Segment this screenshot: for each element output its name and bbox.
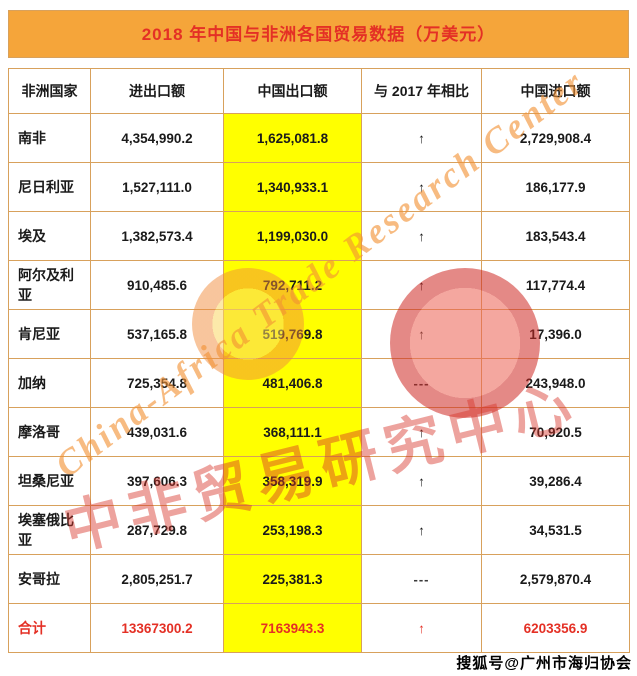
value-cell: 439,031.6 xyxy=(90,407,224,457)
value-cell: 186,177.9 xyxy=(481,162,630,212)
column-header-0: 非洲国家 xyxy=(8,68,91,114)
country-cell: 合计 xyxy=(8,603,91,653)
trade-data-table: 非洲国家 进出口额 中国出口额与 2017 年相比 中国进口额 南非 4,354,990… xyxy=(8,68,630,653)
table-row: 尼日利亚 1,527,111.0 1,340,933.1 ↑ 186,177.9 xyxy=(8,162,630,212)
value-cell: 2,805,251.7 xyxy=(90,554,224,604)
footer-credit: 搜狐号@广州市海归协会 xyxy=(456,655,632,672)
trend-cell: ↑ xyxy=(361,211,482,261)
column-header-1: 进出口额 xyxy=(90,68,224,114)
table-row: 坦桑尼亚 397,606.3 358,319.9 ↑ 39,286.4 xyxy=(8,456,630,506)
trend-cell: ↑ xyxy=(361,162,482,212)
table-row: 摩洛哥 439,031.6 368,111.1 ↑ 70,920.5 xyxy=(8,407,630,457)
column-header-4: 中国进口额 xyxy=(481,68,630,114)
table-title: 2018 年中国与非洲各国贸易数据（万美元） xyxy=(8,10,629,58)
trend-cell: --- xyxy=(361,358,482,408)
country-cell: 安哥拉 xyxy=(8,554,91,604)
value-cell: 34,531.5 xyxy=(481,505,630,555)
table-row: 南非 4,354,990.2 1,625,081.8 ↑ 2,729,908.4 xyxy=(8,113,630,163)
value-cell: 397,606.3 xyxy=(90,456,224,506)
table-row: 埃塞俄比亚 287,729.8 253,198.3 ↑ 34,531.5 xyxy=(8,505,630,555)
value-cell: 6203356.9 xyxy=(481,603,630,653)
trend-cell: ↑ xyxy=(361,113,482,163)
trend-cell: --- xyxy=(361,554,482,604)
value-cell: 4,354,990.2 xyxy=(90,113,224,163)
table-row: 安哥拉 2,805,251.7 225,381.3 --- 2,579,870.4 xyxy=(8,554,630,604)
value-cell: 117,774.4 xyxy=(481,260,630,310)
value-cell: 1,340,933.1 xyxy=(223,162,362,212)
value-cell: 2,729,908.4 xyxy=(481,113,630,163)
value-cell: 13367300.2 xyxy=(90,603,224,653)
value-cell: 1,199,030.0 xyxy=(223,211,362,261)
value-cell: 287,729.8 xyxy=(90,505,224,555)
value-cell: 537,165.8 xyxy=(90,309,224,359)
value-cell: 7163943.3 xyxy=(223,603,362,653)
trend-cell: ↑ xyxy=(361,407,482,457)
value-cell: 1,527,111.0 xyxy=(90,162,224,212)
value-cell: 253,198.3 xyxy=(223,505,362,555)
table-header-row: 非洲国家 进出口额 中国出口额与 2017 年相比 中国进口额 xyxy=(8,68,630,114)
country-cell: 南非 xyxy=(8,113,91,163)
table-row: 阿尔及利亚 910,485.6 792,711.2 ↑ 117,774.4 xyxy=(8,260,630,310)
country-cell: 加纳 xyxy=(8,358,91,408)
value-cell: 481,406.8 xyxy=(223,358,362,408)
value-cell: 39,286.4 xyxy=(481,456,630,506)
country-cell: 阿尔及利亚 xyxy=(8,260,91,310)
value-cell: 183,543.4 xyxy=(481,211,630,261)
value-cell: 519,769.8 xyxy=(223,309,362,359)
value-cell: 910,485.6 xyxy=(90,260,224,310)
total-row: 合计 13367300.2 7163943.3 ↑ 6203356.9 xyxy=(8,603,630,653)
country-cell: 埃及 xyxy=(8,211,91,261)
trend-cell: ↑ xyxy=(361,260,482,310)
value-cell: 70,920.5 xyxy=(481,407,630,457)
value-cell: 1,382,573.4 xyxy=(90,211,224,261)
trend-cell: ↑ xyxy=(361,309,482,359)
value-cell: 243,948.0 xyxy=(481,358,630,408)
value-cell: 725,354.8 xyxy=(90,358,224,408)
country-cell: 尼日利亚 xyxy=(8,162,91,212)
country-cell: 埃塞俄比亚 xyxy=(8,505,91,555)
value-cell: 2,579,870.4 xyxy=(481,554,630,604)
table-row: 加纳 725,354.8 481,406.8 --- 243,948.0 xyxy=(8,358,630,408)
trend-cell: ↑ xyxy=(361,456,482,506)
table-row: 肯尼亚 537,165.8 519,769.8 ↑ 17,396.0 xyxy=(8,309,630,359)
country-cell: 摩洛哥 xyxy=(8,407,91,457)
country-cell: 肯尼亚 xyxy=(8,309,91,359)
country-cell: 坦桑尼亚 xyxy=(8,456,91,506)
table-row: 埃及 1,382,573.4 1,199,030.0 ↑ 183,543.4 xyxy=(8,211,630,261)
column-header-3: 与 2017 年相比 xyxy=(361,68,482,114)
value-cell: 792,711.2 xyxy=(223,260,362,310)
value-cell: 225,381.3 xyxy=(223,554,362,604)
value-cell: 17,396.0 xyxy=(481,309,630,359)
column-header-2: 中国出口额 xyxy=(223,68,362,114)
trend-cell: ↑ xyxy=(361,505,482,555)
value-cell: 358,319.9 xyxy=(223,456,362,506)
trend-cell: ↑ xyxy=(361,603,482,653)
value-cell: 368,111.1 xyxy=(223,407,362,457)
value-cell: 1,625,081.8 xyxy=(223,113,362,163)
